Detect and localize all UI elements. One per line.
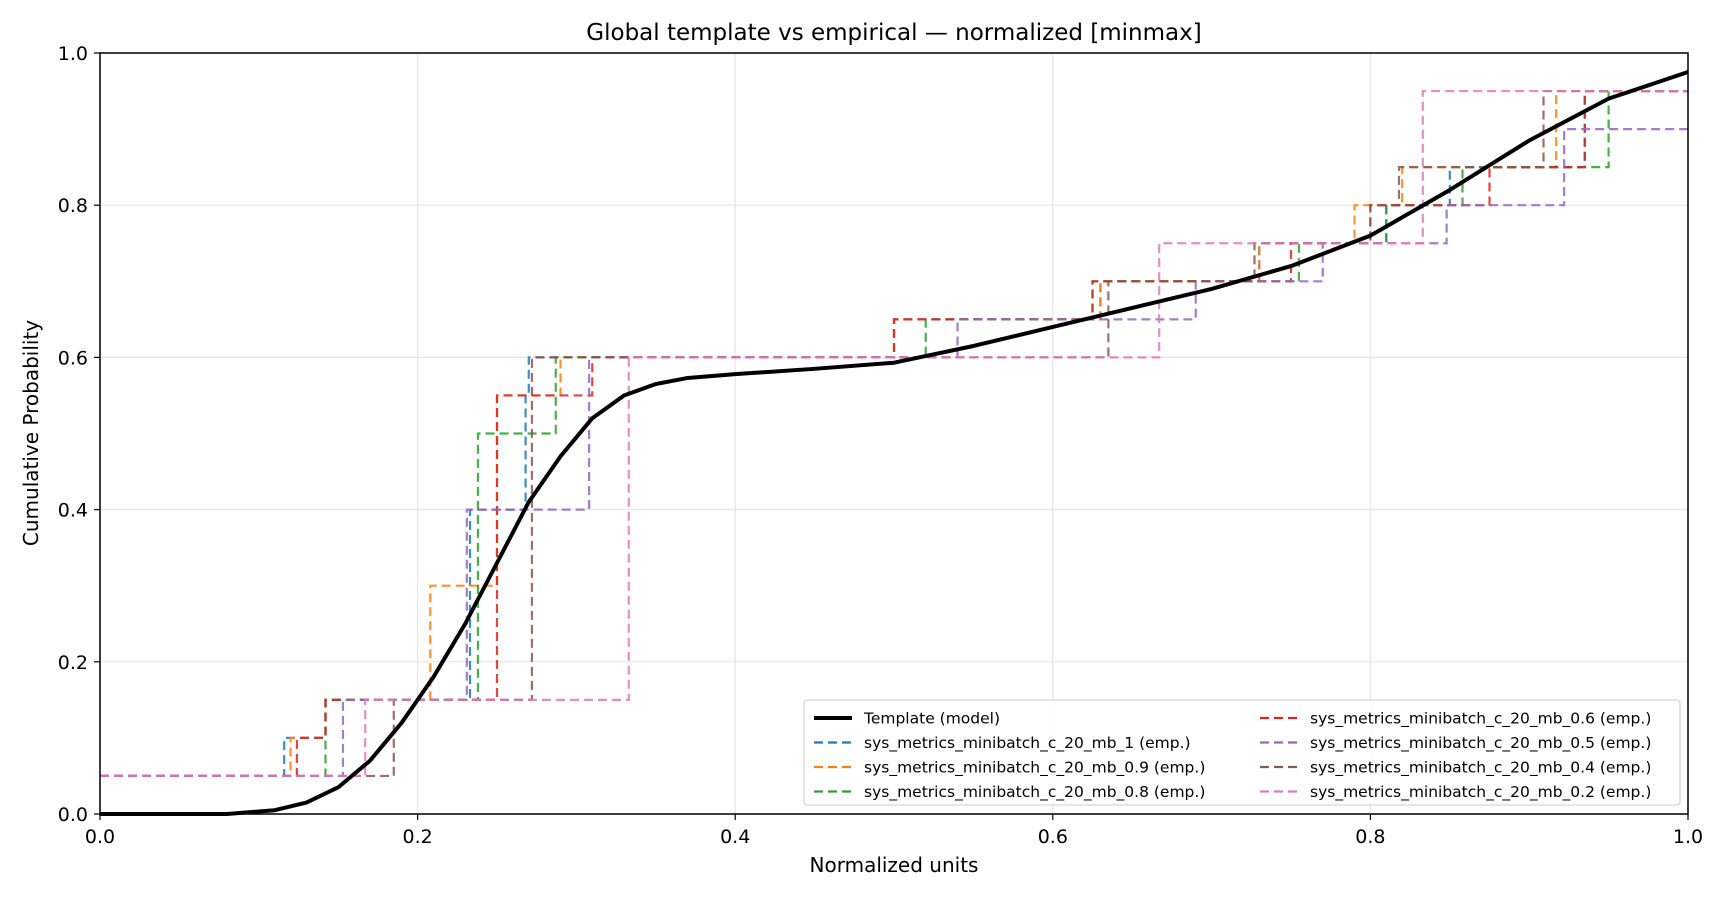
legend-label: sys_metrics_minibatch_c_20_mb_1 (emp.) (864, 734, 1191, 753)
legend-label: sys_metrics_minibatch_c_20_mb_0.8 (emp.) (864, 783, 1205, 802)
x-tick-label: 0.2 (402, 826, 432, 848)
legend-label: sys_metrics_minibatch_c_20_mb_0.4 (emp.) (1310, 759, 1651, 778)
plot-series (100, 91, 1688, 776)
empirical-series-line-4 (100, 91, 1688, 776)
empirical-series-line-2 (100, 91, 1688, 776)
x-axis-label: Normalized units (810, 853, 979, 877)
x-axis-ticks: 0.0 0.2 0.4 0.6 0.8 1.0 (85, 814, 1703, 848)
y-axis-label: Cumulative Probability (19, 320, 43, 546)
x-tick-label: 0.0 (85, 826, 115, 848)
empirical-series-line-5 (100, 129, 1688, 776)
legend-label: sys_metrics_minibatch_c_20_mb_0.6 (emp.) (1310, 710, 1651, 729)
y-tick-label: 0.8 (58, 195, 88, 217)
empirical-series-line-3 (100, 91, 1688, 776)
legend: Template (model) sys_metrics_minibatch_c_… (804, 700, 1680, 805)
x-tick-label: 0.8 (1355, 826, 1385, 848)
legend-label: sys_metrics_minibatch_c_20_mb_0.9 (emp.) (864, 759, 1205, 778)
y-tick-label: 0.0 (58, 804, 88, 826)
y-tick-label: 0.6 (58, 347, 88, 369)
empirical-series-line-1 (100, 91, 1688, 776)
legend-label: Template (model) (863, 710, 1000, 728)
legend-label: sys_metrics_minibatch_c_20_mb_0.5 (emp.) (1310, 734, 1651, 753)
empirical-series-line-7 (100, 91, 1688, 776)
chart-title: Global template vs empirical — normalize… (586, 20, 1201, 46)
x-tick-label: 0.6 (1038, 826, 1068, 848)
y-tick-label: 0.4 (58, 500, 88, 522)
y-axis-ticks: 0.0 0.2 0.4 0.6 0.8 1.0 (58, 43, 100, 826)
x-tick-label: 1.0 (1673, 826, 1703, 848)
y-tick-label: 1.0 (58, 43, 88, 65)
x-tick-label: 0.4 (720, 826, 750, 848)
empirical-series-line-6 (100, 91, 1688, 776)
y-tick-label: 0.2 (58, 652, 88, 674)
legend-label: sys_metrics_minibatch_c_20_mb_0.2 (emp.) (1310, 783, 1651, 802)
